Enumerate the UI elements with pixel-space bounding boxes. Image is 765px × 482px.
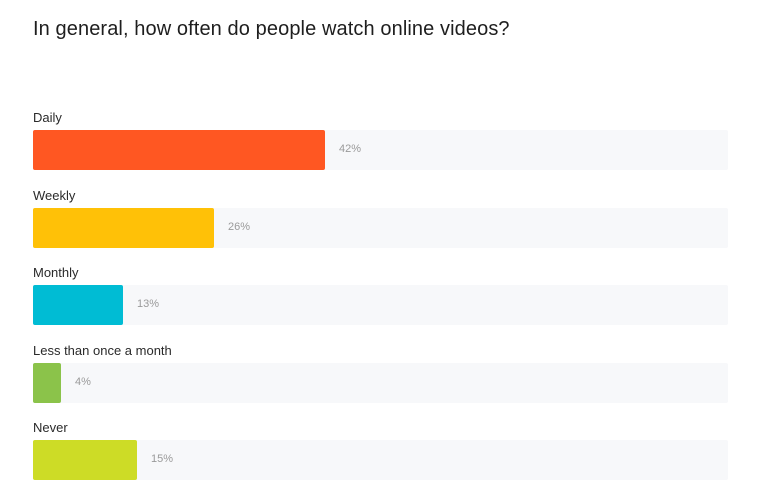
bar-track: 15% (33, 440, 728, 480)
value-label: 13% (137, 298, 160, 310)
bar (33, 440, 137, 480)
bar-track: 13% (33, 285, 728, 325)
chart-title: In general, how often do people watch on… (33, 18, 510, 40)
bar-track: 26% (33, 207, 728, 248)
bar-track: 4% (33, 362, 728, 403)
value-label: 15% (151, 453, 174, 465)
category-label: Daily (33, 110, 62, 125)
bar-row: Daily 42% (33, 110, 728, 170)
value-label: 26% (228, 220, 251, 233)
bar (33, 130, 325, 170)
bar-row: Less than once a month 4% (33, 343, 728, 403)
bar-row: Weekly 26% (33, 188, 728, 248)
value-label: 42% (339, 143, 362, 155)
category-label: Never (33, 420, 68, 435)
bar-row: Never 15% (33, 420, 728, 480)
category-label: Weekly (33, 187, 76, 203)
bar-row: Monthly 13% (33, 265, 728, 325)
bar (33, 207, 214, 248)
bar (33, 285, 123, 325)
bar-track: 42% (33, 130, 728, 170)
category-label: Monthly (33, 265, 79, 280)
value-label: 4% (75, 375, 91, 388)
category-label: Less than once a month (33, 342, 172, 358)
bar (33, 362, 61, 403)
